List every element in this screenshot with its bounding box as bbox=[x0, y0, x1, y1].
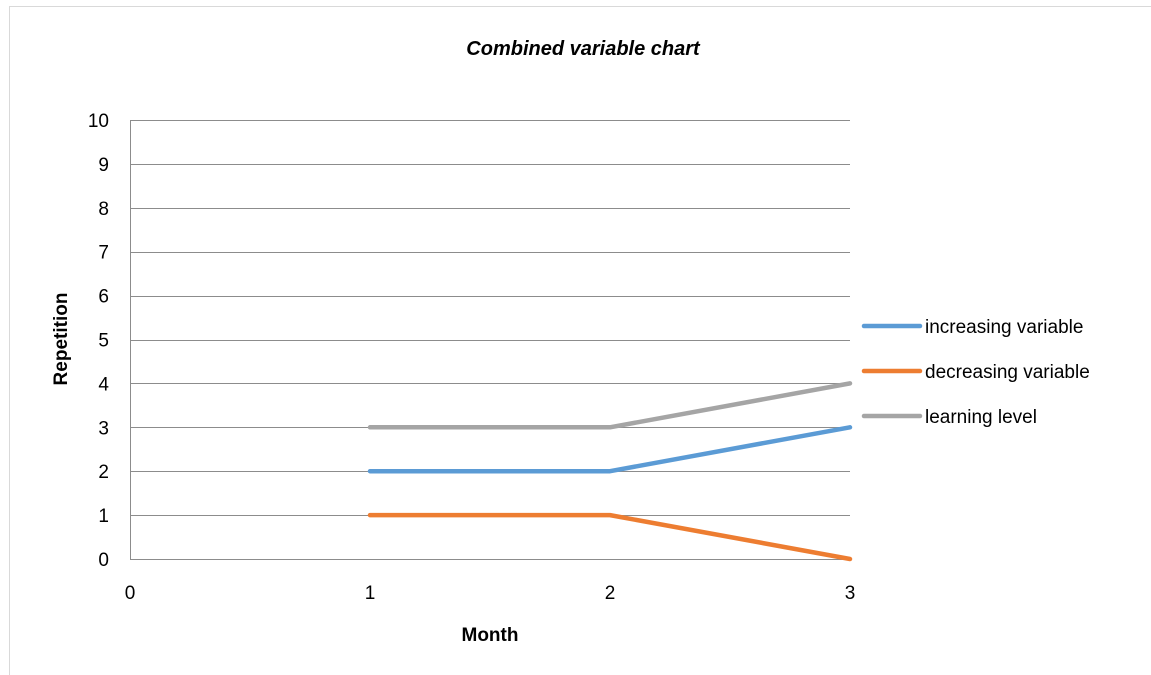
chart-title: Combined variable chart bbox=[466, 38, 701, 60]
x-axis-title: Month bbox=[462, 625, 519, 646]
gridlines bbox=[130, 120, 850, 560]
y-tick-label: 9 bbox=[98, 155, 109, 176]
y-tick-label: 6 bbox=[98, 287, 109, 308]
series-lines bbox=[367, 381, 853, 562]
series-line bbox=[367, 512, 853, 562]
legend-label: decreasing variable bbox=[925, 362, 1090, 383]
legend-label: increasing variable bbox=[925, 317, 1083, 338]
x-tick-label: 0 bbox=[125, 583, 136, 604]
legend-label: learning level bbox=[925, 407, 1037, 428]
series-line bbox=[367, 381, 853, 430]
y-tick-label: 0 bbox=[98, 550, 109, 571]
y-tick-label: 5 bbox=[98, 331, 109, 352]
y-tick-label: 10 bbox=[88, 111, 109, 132]
y-tick-label: 1 bbox=[98, 506, 109, 527]
x-tick-label: 1 bbox=[365, 583, 376, 604]
y-tick-label: 7 bbox=[98, 243, 109, 264]
legend: increasing variable decreasing variable le… bbox=[861, 317, 1090, 428]
y-tick-label: 2 bbox=[98, 462, 109, 483]
x-axis-ticks: 0 1 2 3 bbox=[125, 583, 856, 604]
y-tick-label: 4 bbox=[98, 374, 109, 395]
x-tick-label: 3 bbox=[845, 583, 856, 604]
y-axis-title: Repetition bbox=[51, 293, 72, 386]
y-tick-label: 3 bbox=[98, 418, 109, 439]
y-tick-label: 8 bbox=[98, 199, 109, 220]
x-tick-label: 2 bbox=[605, 583, 616, 604]
series-line bbox=[367, 425, 853, 474]
y-axis-ticks: 0 1 2 3 4 5 6 7 8 9 10 bbox=[88, 111, 110, 571]
